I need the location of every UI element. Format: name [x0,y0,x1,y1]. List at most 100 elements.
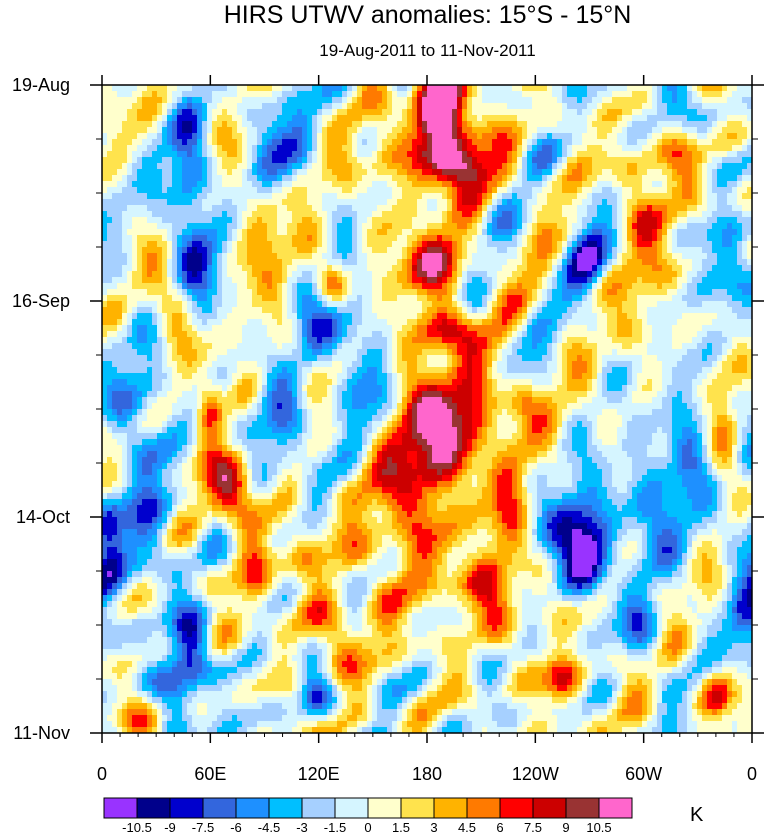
field-cell [527,91,533,98]
field-cell [162,181,168,188]
field-cell [262,121,268,128]
field-cell [312,193,318,200]
field-cell [127,259,133,266]
field-cell [317,181,323,188]
field-cell [432,253,438,260]
field-cell [367,121,373,128]
field-cell [387,193,393,200]
field-cell [412,115,418,122]
field-cell [447,295,453,302]
field-cell [437,103,443,110]
field-cell [442,121,448,128]
field-cell [702,163,708,170]
field-cell [162,301,168,308]
field-cell [447,241,453,248]
anomaly-field [102,85,752,733]
field-cell [367,313,373,320]
field-cell [742,157,748,164]
field-cell [187,133,193,140]
field-cell [612,121,618,128]
field-cell [722,301,728,308]
field-cell [457,277,463,284]
field-cell [582,193,588,200]
field-cell [267,97,273,104]
field-cell [452,157,458,164]
field-cell [702,145,708,152]
field-cell [277,97,283,104]
field-cell [127,151,133,158]
field-cell [542,151,548,158]
field-cell [392,103,398,110]
field-cell [347,241,353,248]
field-cell [112,85,118,92]
field-cell [192,211,198,218]
field-cell [522,187,528,194]
field-cell [527,271,533,278]
field-cell [227,211,233,218]
field-cell [662,241,668,248]
field-cell [697,133,703,140]
field-cell [122,271,128,278]
field-cell [182,235,188,242]
field-cell [612,199,618,206]
field-cell [512,139,518,146]
field-cell [182,163,188,170]
field-cell [712,235,718,242]
field-cell [332,301,338,308]
field-cell [162,85,168,92]
field-cell [317,265,323,272]
field-cell [212,127,218,134]
field-cell [197,127,203,134]
field-cell [492,103,498,110]
field-cell [267,157,273,164]
field-cell [167,85,173,92]
field-cell [712,289,718,296]
field-cell [507,121,513,128]
field-cell [172,259,178,266]
field-cell [192,271,198,278]
field-cell [662,271,668,278]
field-cell [277,133,283,140]
field-cell [297,247,303,254]
field-cell [502,193,508,200]
field-cell [477,205,483,212]
field-cell [277,277,283,284]
field-cell [337,115,343,122]
field-cell [287,133,293,140]
field-cell [597,109,603,116]
field-cell [617,301,623,308]
field-cell [442,115,448,122]
field-cell [207,211,213,218]
field-cell [132,139,138,146]
field-cell [732,235,738,242]
field-cell [732,139,738,146]
field-cell [677,85,683,92]
field-cell [197,259,203,266]
field-cell [412,301,418,308]
field-cell [517,307,523,314]
field-cell [427,157,433,164]
field-cell [642,295,648,302]
field-cell [522,247,528,254]
field-cell [517,157,523,164]
field-cell [657,241,663,248]
field-cell [467,217,473,224]
field-cell [142,259,148,266]
field-cell [722,163,728,170]
field-cell [197,295,203,302]
field-cell [677,169,683,176]
field-cell [202,199,208,206]
field-cell [247,289,253,296]
field-cell [542,91,548,98]
field-cell [607,229,613,236]
field-cell [667,295,673,302]
field-cell [572,163,578,170]
field-cell [712,169,718,176]
field-cell [492,235,498,242]
field-cell [377,187,383,194]
field-cell [147,127,153,134]
field-cell [377,259,383,266]
field-cell [467,115,473,122]
field-cell [252,163,258,170]
field-cell [682,85,688,92]
